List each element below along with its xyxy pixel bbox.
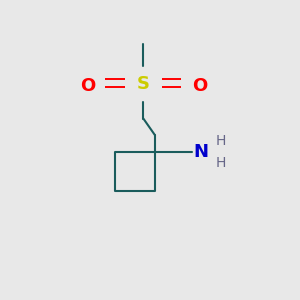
Text: O: O [80,76,95,94]
Text: N: N [194,143,209,161]
Text: H: H [216,134,226,148]
Text: O: O [192,76,207,94]
Text: S: S [137,75,150,93]
Text: H: H [216,155,226,170]
